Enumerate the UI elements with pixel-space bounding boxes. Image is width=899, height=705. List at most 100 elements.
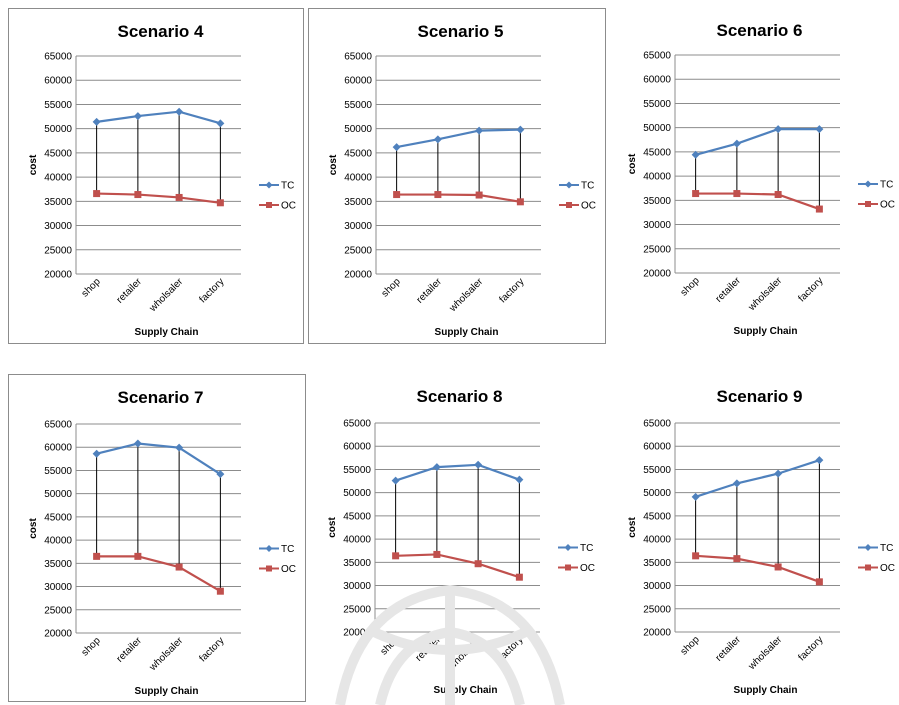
y-tick-label: 55000 [643, 99, 671, 110]
chart-title: Scenario 5 [418, 22, 504, 41]
legend-marker-oc [566, 202, 572, 208]
legend-label-tc: TC [880, 543, 893, 554]
point-oc [774, 563, 782, 571]
point-oc [175, 563, 183, 571]
chart-svg: Scenario 5 20000 25000 30000 35000 40000 45000… [328, 22, 596, 338]
legend-marker-tc [864, 180, 872, 188]
point-oc [93, 190, 101, 198]
point-tc [474, 460, 483, 469]
legend-label-oc: OC [880, 563, 895, 574]
point-oc [434, 191, 442, 199]
y-tick-label: 25000 [643, 244, 671, 255]
y-tick-label: 50000 [44, 489, 72, 500]
y-tick-label: 65000 [343, 419, 371, 430]
chart-panel-6: Scenario 9 20000 25000 30000 35000 40000 45000… [608, 374, 899, 702]
chart-title: Scenario 9 [717, 387, 803, 406]
y-tick-label: 60000 [344, 76, 372, 87]
legend-label-oc: OC [281, 201, 296, 212]
legend-marker-oc [565, 564, 571, 571]
point-oc [475, 191, 483, 199]
x-tick-label-retailer: retailer [714, 275, 744, 305]
point-tc [691, 492, 700, 501]
point-oc [692, 190, 700, 198]
series-line-oc [695, 192, 820, 211]
x-tick-label-retailer: retailer [115, 635, 145, 665]
y-tick-label: 55000 [44, 100, 72, 111]
point-oc [692, 552, 700, 560]
legend-marker-tc [565, 181, 573, 189]
y-tick-label: 60000 [343, 442, 371, 453]
y-tick-label: 30000 [44, 582, 72, 593]
point-tc [92, 117, 101, 126]
x-tick-label-factory: factory [796, 634, 825, 663]
y-tick-label: 30000 [44, 221, 72, 232]
point-oc [216, 199, 224, 207]
point-tc [216, 470, 225, 479]
point-tc [133, 439, 142, 448]
legend-marker-oc [865, 564, 871, 571]
y-tick-label: 25000 [44, 605, 72, 616]
x-tick-label-retailer: retailer [415, 276, 445, 306]
point-oc [815, 578, 823, 586]
x-axis-label: Supply Chain [435, 327, 499, 338]
point-tc [216, 119, 225, 128]
chart-panel-4: Scenario 7 20000 25000 30000 35000 40000 45000… [8, 374, 306, 702]
point-tc [732, 479, 741, 488]
y-tick-label: 35000 [344, 197, 372, 208]
x-tick-label-factory: factory [497, 276, 526, 305]
y-tick-label: 40000 [643, 172, 671, 183]
y-tick-label: 60000 [643, 75, 671, 86]
y-tick-label: 25000 [44, 245, 72, 256]
y-tick-label: 20000 [643, 628, 671, 639]
y-tick-label: 60000 [44, 443, 72, 454]
y-tick-label: 20000 [44, 270, 72, 281]
chart-panel-2: Scenario 5 20000 25000 30000 35000 40000 45000… [308, 8, 606, 344]
y-tick-label: 35000 [643, 558, 671, 569]
y-tick-label: 40000 [643, 535, 671, 546]
series-line-oc [396, 193, 521, 203]
point-oc [393, 191, 401, 199]
point-tc [815, 456, 824, 465]
point-oc [516, 198, 524, 206]
y-tick-label: 65000 [44, 420, 72, 431]
point-oc [134, 552, 142, 560]
y-tick-label: 45000 [343, 511, 371, 522]
chart-title: Scenario 4 [118, 22, 205, 41]
x-tick-label-wholsaler: wholsaler [746, 275, 785, 314]
y-tick-label: 40000 [44, 173, 72, 184]
y-tick-label: 35000 [44, 197, 72, 208]
point-oc [93, 552, 101, 560]
y-tick-label: 35000 [44, 559, 72, 570]
point-tc [391, 476, 400, 485]
point-oc [474, 560, 482, 568]
series-line-oc [695, 554, 820, 583]
legend-marker-tc [265, 545, 273, 552]
point-tc [133, 112, 142, 121]
y-tick-label: 50000 [643, 488, 671, 499]
series-line-tc [695, 459, 820, 498]
point-oc [733, 555, 741, 563]
point-oc [815, 205, 823, 213]
y-tick-label: 50000 [44, 124, 72, 135]
y-tick-label: 25000 [343, 604, 371, 615]
point-tc [175, 107, 184, 116]
x-tick-label-retailer: retailer [115, 276, 145, 306]
y-axis-label: cost [28, 154, 39, 175]
y-tick-label: 45000 [643, 147, 671, 158]
point-oc [774, 191, 782, 199]
legend-label-tc: TC [581, 181, 594, 192]
series-line-oc [96, 192, 221, 204]
point-oc [392, 552, 400, 560]
x-tick-label-shop: shop [380, 276, 403, 299]
series-line-oc [395, 553, 520, 579]
x-tick-label-shop: shop [679, 634, 702, 657]
point-tc [815, 125, 824, 134]
legend-label-tc: TC [281, 181, 294, 192]
y-tick-label: 45000 [44, 148, 72, 159]
x-axis-label: Supply Chain [734, 326, 798, 337]
x-tick-label-factory: factory [197, 276, 226, 305]
y-tick-label: 35000 [343, 558, 371, 569]
legend-marker-oc [266, 202, 272, 208]
y-tick-label: 65000 [44, 52, 72, 63]
